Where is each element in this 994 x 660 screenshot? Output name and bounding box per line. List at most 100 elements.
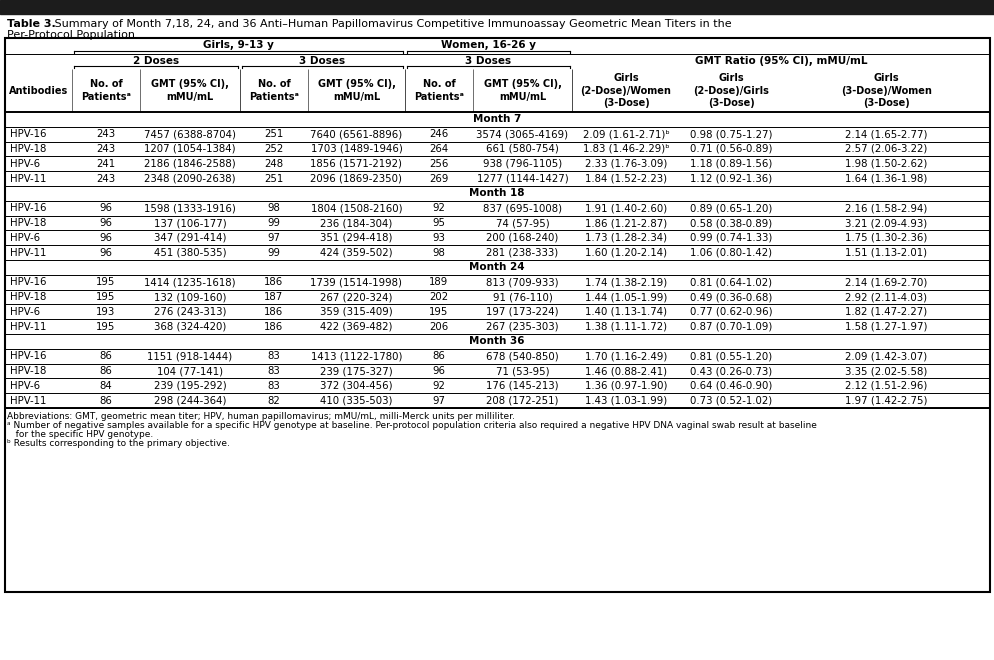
- Text: 176 (145-213): 176 (145-213): [486, 381, 559, 391]
- Text: 83: 83: [267, 366, 280, 376]
- Text: 1277 (1144-1427): 1277 (1144-1427): [476, 174, 568, 183]
- Text: 97: 97: [267, 233, 280, 243]
- Text: ᵃ Number of negative samples available for a specific HPV genotype at baseline. : ᵃ Number of negative samples available f…: [7, 421, 816, 430]
- Text: 1.58 (1.27-1.97): 1.58 (1.27-1.97): [844, 321, 926, 331]
- Text: HPV-11: HPV-11: [10, 395, 47, 406]
- Bar: [0, 0, 994, 14]
- Text: 2.57 (2.06-3.22): 2.57 (2.06-3.22): [845, 144, 926, 154]
- Text: 2.16 (1.58-2.94): 2.16 (1.58-2.94): [845, 203, 926, 213]
- Text: 71 (53-95): 71 (53-95): [495, 366, 549, 376]
- Text: HPV-6: HPV-6: [10, 381, 40, 391]
- Text: 93: 93: [432, 233, 445, 243]
- Text: 0.77 (0.62-0.96): 0.77 (0.62-0.96): [690, 307, 772, 317]
- Text: 200 (168-240): 200 (168-240): [486, 233, 558, 243]
- Text: 2.14 (1.65-2.77): 2.14 (1.65-2.77): [844, 129, 926, 139]
- Text: 3 Doses: 3 Doses: [465, 55, 511, 65]
- Text: 1.38 (1.11-1.72): 1.38 (1.11-1.72): [584, 321, 666, 331]
- Text: HPV-16: HPV-16: [10, 203, 47, 213]
- Text: 2096 (1869-2350): 2096 (1869-2350): [310, 174, 403, 183]
- Text: 248: 248: [264, 159, 283, 169]
- Text: 189: 189: [429, 277, 448, 287]
- Text: 132 (109-160): 132 (109-160): [154, 292, 226, 302]
- Text: 195: 195: [96, 321, 115, 331]
- Text: 2.09 (1.42-3.07): 2.09 (1.42-3.07): [845, 351, 926, 361]
- Text: Girls
(2-Dose)/Girls
(3-Dose): Girls (2-Dose)/Girls (3-Dose): [693, 73, 768, 108]
- Text: HPV-11: HPV-11: [10, 174, 47, 183]
- Text: 1414 (1235-1618): 1414 (1235-1618): [144, 277, 236, 287]
- Text: Girls, 9-13 y: Girls, 9-13 y: [203, 40, 273, 50]
- Text: 1.97 (1.42-2.75): 1.97 (1.42-2.75): [844, 395, 926, 406]
- Text: 1.74 (1.38-2.19): 1.74 (1.38-2.19): [584, 277, 666, 287]
- Text: 74 (57-95): 74 (57-95): [495, 218, 549, 228]
- Text: 187: 187: [264, 292, 283, 302]
- Text: 96: 96: [99, 203, 112, 213]
- Text: Summary of Month 7,18, 24, and 36 Anti–Human Papillomavirus Competitive Immunoas: Summary of Month 7,18, 24, and 36 Anti–H…: [51, 19, 731, 29]
- Text: 86: 86: [432, 351, 445, 361]
- Text: 243: 243: [96, 129, 115, 139]
- Text: 7640 (6561-8896): 7640 (6561-8896): [310, 129, 403, 139]
- Text: 1.84 (1.52-2.23): 1.84 (1.52-2.23): [584, 174, 666, 183]
- Text: 86: 86: [99, 366, 112, 376]
- Text: Month 18: Month 18: [469, 188, 524, 199]
- Text: 206: 206: [429, 321, 448, 331]
- Text: 137 (106-177): 137 (106-177): [153, 218, 227, 228]
- Text: 96: 96: [99, 248, 112, 257]
- Text: 661 (580-754): 661 (580-754): [486, 144, 559, 154]
- Text: 1.36 (0.97-1.90): 1.36 (0.97-1.90): [584, 381, 667, 391]
- Text: 95: 95: [432, 218, 445, 228]
- Text: 372 (304-456): 372 (304-456): [320, 381, 393, 391]
- Text: GMT (95% CI),
mMU/mL: GMT (95% CI), mMU/mL: [151, 79, 229, 102]
- Text: Abbreviations: GMT, geometric mean titer; HPV, human papillomavirus; mMU/mL, mil: Abbreviations: GMT, geometric mean titer…: [7, 412, 514, 421]
- Text: 243: 243: [96, 174, 115, 183]
- Text: 678 (540-850): 678 (540-850): [486, 351, 559, 361]
- Text: 0.43 (0.26-0.73): 0.43 (0.26-0.73): [690, 366, 772, 376]
- Text: HPV-18: HPV-18: [10, 292, 47, 302]
- Text: 239 (175-327): 239 (175-327): [320, 366, 393, 376]
- Text: 368 (324-420): 368 (324-420): [154, 321, 226, 331]
- Text: 1.06 (0.80-1.42): 1.06 (0.80-1.42): [690, 248, 771, 257]
- Text: 3.21 (2.09-4.93): 3.21 (2.09-4.93): [845, 218, 926, 228]
- Text: 1.83 (1.46-2.29)ᵇ: 1.83 (1.46-2.29)ᵇ: [582, 144, 669, 154]
- Text: 195: 195: [96, 277, 115, 287]
- Text: 97: 97: [432, 395, 445, 406]
- Text: 1703 (1489-1946): 1703 (1489-1946): [310, 144, 402, 154]
- Text: 1739 (1514-1998): 1739 (1514-1998): [310, 277, 403, 287]
- Text: 264: 264: [429, 144, 448, 154]
- Text: HPV-16: HPV-16: [10, 277, 47, 287]
- Text: 96: 96: [99, 233, 112, 243]
- Text: 298 (244-364): 298 (244-364): [154, 395, 226, 406]
- Text: 1.12 (0.92-1.36): 1.12 (0.92-1.36): [690, 174, 772, 183]
- Text: 422 (369-482): 422 (369-482): [320, 321, 393, 331]
- Text: 92: 92: [432, 203, 445, 213]
- Text: 1.91 (1.40-2.60): 1.91 (1.40-2.60): [584, 203, 666, 213]
- Text: 3574 (3065-4169): 3574 (3065-4169): [476, 129, 568, 139]
- Text: 267 (220-324): 267 (220-324): [320, 292, 393, 302]
- Text: 2.14 (1.69-2.70): 2.14 (1.69-2.70): [845, 277, 926, 287]
- Text: HPV-18: HPV-18: [10, 366, 47, 376]
- Text: 241: 241: [96, 159, 115, 169]
- Text: 2186 (1846-2588): 2186 (1846-2588): [144, 159, 236, 169]
- Text: HPV-18: HPV-18: [10, 218, 47, 228]
- Text: 86: 86: [99, 351, 112, 361]
- Text: 1.43 (1.03-1.99): 1.43 (1.03-1.99): [584, 395, 666, 406]
- Text: GMT (95% CI),
mMU/mL: GMT (95% CI), mMU/mL: [483, 79, 561, 102]
- Text: 1.75 (1.30-2.36): 1.75 (1.30-2.36): [845, 233, 926, 243]
- Text: 96: 96: [432, 366, 445, 376]
- Text: No. of
Patientsᵃ: No. of Patientsᵃ: [248, 79, 298, 102]
- Text: Women, 16-26 y: Women, 16-26 y: [440, 40, 536, 50]
- Text: 269: 269: [428, 174, 448, 183]
- Text: HPV-11: HPV-11: [10, 248, 47, 257]
- Text: 1.51 (1.13-2.01): 1.51 (1.13-2.01): [845, 248, 926, 257]
- Text: 0.58 (0.38-0.89): 0.58 (0.38-0.89): [690, 218, 772, 228]
- Text: 202: 202: [429, 292, 448, 302]
- Text: 276 (243-313): 276 (243-313): [154, 307, 226, 317]
- Text: 186: 186: [264, 277, 283, 287]
- Text: 104 (77-141): 104 (77-141): [157, 366, 223, 376]
- Text: Month 7: Month 7: [472, 114, 521, 124]
- Text: 256: 256: [428, 159, 448, 169]
- Text: Antibodies: Antibodies: [9, 86, 69, 96]
- Text: 208 (172-251): 208 (172-251): [486, 395, 559, 406]
- Text: 267 (235-303): 267 (235-303): [486, 321, 559, 331]
- Bar: [5, 38, 989, 592]
- Text: 837 (695-1008): 837 (695-1008): [482, 203, 562, 213]
